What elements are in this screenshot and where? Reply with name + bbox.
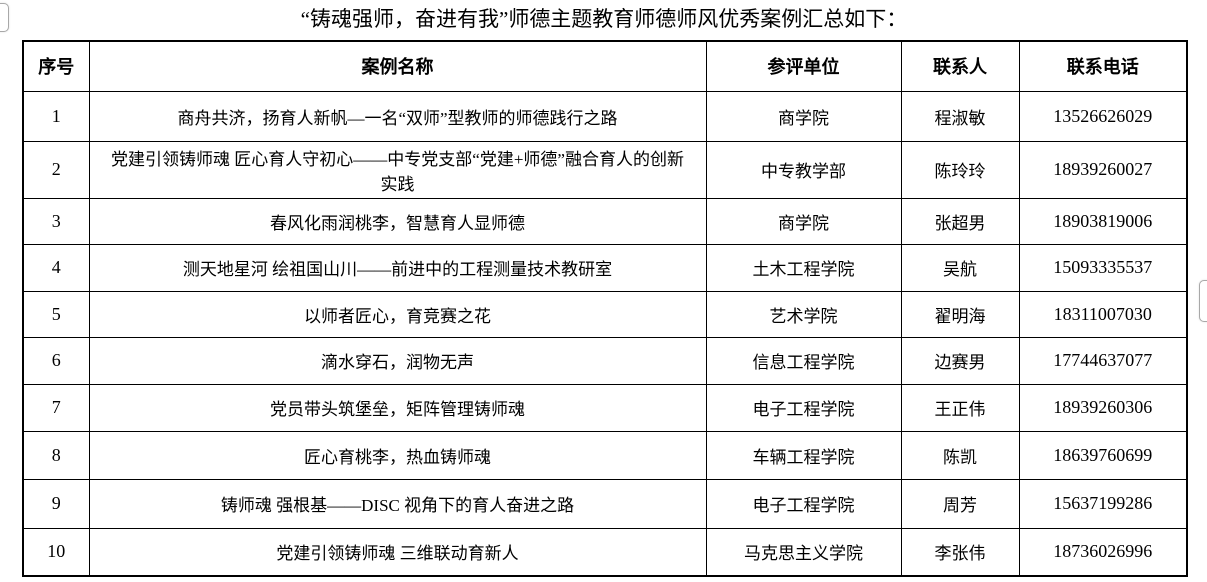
header-cell-name: 案例名称 — [88, 40, 707, 92]
header-row: 序号 案例名称 参评单位 联系人 联系电话 — [22, 40, 1188, 92]
cell-name: 测天地星河 绘祖国山川——前进中的工程测量技术教研室 — [88, 243, 707, 292]
cell-name: 滴水穿石，润物无声 — [88, 336, 707, 385]
cell-no: 9 — [22, 478, 90, 529]
cell-phone: 13526626029 — [1018, 90, 1188, 142]
cell-phone: 17744637077 — [1018, 336, 1188, 385]
cell-contact: 周芳 — [900, 478, 1020, 529]
cell-contact: 翟明海 — [900, 290, 1020, 338]
cell-contact: 王正伟 — [900, 383, 1020, 432]
cell-phone: 18939260027 — [1018, 140, 1188, 199]
cell-contact: 张超男 — [900, 197, 1020, 245]
cell-name: 以师者匠心，育竞赛之花 — [88, 290, 707, 338]
cell-unit: 艺术学院 — [705, 290, 902, 338]
table-row: 9 铸师魂 强根基——DISC 视角下的育人奋进之路 电子工程学院 周芳 156… — [22, 478, 1188, 529]
cell-name: 党员带头筑堡垒，矩阵管理铸师魂 — [88, 383, 707, 432]
cell-name: 党建引领铸师魂 匠心育人守初心——中专党支部“党建+师德”融合育人的创新 实践 — [88, 140, 707, 199]
scrollbar-thumb[interactable] — [1199, 280, 1207, 322]
cell-no: 3 — [22, 197, 90, 245]
table-row: 1 商舟共济，扬育人新帆—一名“双师”型教师的师德践行之路 商学院 程淑敏 13… — [22, 90, 1188, 142]
cell-phone: 18939260306 — [1018, 383, 1188, 432]
cell-no: 1 — [22, 90, 90, 142]
cell-contact: 程淑敏 — [900, 90, 1020, 142]
cell-no: 2 — [22, 140, 90, 199]
cell-unit: 车辆工程学院 — [705, 430, 902, 480]
cell-no: 7 — [22, 383, 90, 432]
cell-no: 6 — [22, 336, 90, 385]
cell-phone: 15093335537 — [1018, 243, 1188, 292]
cell-unit: 马克思主义学院 — [705, 527, 902, 577]
cases-summary-table: 序号 案例名称 参评单位 联系人 联系电话 1 商舟共济，扬育人新帆—一名“双师… — [22, 40, 1188, 577]
table-row: 7 党员带头筑堡垒，矩阵管理铸师魂 电子工程学院 王正伟 18939260306 — [22, 383, 1188, 432]
cell-contact: 李张伟 — [900, 527, 1020, 577]
cell-name: 商舟共济，扬育人新帆—一名“双师”型教师的师德践行之路 — [88, 90, 707, 142]
header-cell-contact: 联系人 — [900, 40, 1020, 92]
cell-phone: 18639760699 — [1018, 430, 1188, 480]
cell-unit: 商学院 — [705, 197, 902, 245]
table-row: 3 春风化雨润桃李，智慧育人显师德 商学院 张超男 18903819006 — [22, 197, 1188, 245]
cell-unit: 中专教学部 — [705, 140, 902, 199]
cell-no: 4 — [22, 243, 90, 292]
cell-name: 匠心育桃李，热血铸师魂 — [88, 430, 707, 480]
cell-unit: 信息工程学院 — [705, 336, 902, 385]
cell-unit: 电子工程学院 — [705, 383, 902, 432]
cell-contact: 陈凯 — [900, 430, 1020, 480]
table-row: 8 匠心育桃李，热血铸师魂 车辆工程学院 陈凯 18639760699 — [22, 430, 1188, 480]
cell-phone: 18903819006 — [1018, 197, 1188, 245]
table-row: 6 滴水穿石，润物无声 信息工程学院 边赛男 17744637077 — [22, 336, 1188, 385]
cell-name: 党建引领铸师魂 三维联动育新人 — [88, 527, 707, 577]
cell-phone: 18736026996 — [1018, 527, 1188, 577]
cell-no: 5 — [22, 290, 90, 338]
table-row: 5 以师者匠心，育竞赛之花 艺术学院 翟明海 18311007030 — [22, 290, 1188, 338]
header-cell-unit: 参评单位 — [705, 40, 902, 92]
page-title: “铸魂强师，奋进有我”师德主题教育师德师风优秀案例汇总如下： — [300, 7, 908, 31]
cell-no: 10 — [22, 527, 90, 577]
cell-unit: 土木工程学院 — [705, 243, 902, 292]
cell-no: 8 — [22, 430, 90, 480]
header-cell-no: 序号 — [22, 40, 90, 92]
table-row: 10 党建引领铸师魂 三维联动育新人 马克思主义学院 李张伟 187360269… — [22, 527, 1188, 577]
table-row: 4 测天地星河 绘祖国山川——前进中的工程测量技术教研室 土木工程学院 吴航 1… — [22, 243, 1188, 292]
cell-contact: 陈玲玲 — [900, 140, 1020, 199]
table-row: 2 党建引领铸师魂 匠心育人守初心——中专党支部“党建+师德”融合育人的创新 实… — [22, 140, 1188, 199]
cell-phone: 18311007030 — [1018, 290, 1188, 338]
cell-unit: 电子工程学院 — [705, 478, 902, 529]
cell-unit: 商学院 — [705, 90, 902, 142]
cell-name: 铸师魂 强根基——DISC 视角下的育人奋进之路 — [88, 478, 707, 529]
header-cell-phone: 联系电话 — [1018, 40, 1188, 92]
cell-phone: 15637199286 — [1018, 478, 1188, 529]
cell-contact: 边赛男 — [900, 336, 1020, 385]
cell-contact: 吴航 — [900, 243, 1020, 292]
cell-name: 春风化雨润桃李，智慧育人显师德 — [88, 197, 707, 245]
left-edge-button[interactable] — [0, 3, 9, 32]
